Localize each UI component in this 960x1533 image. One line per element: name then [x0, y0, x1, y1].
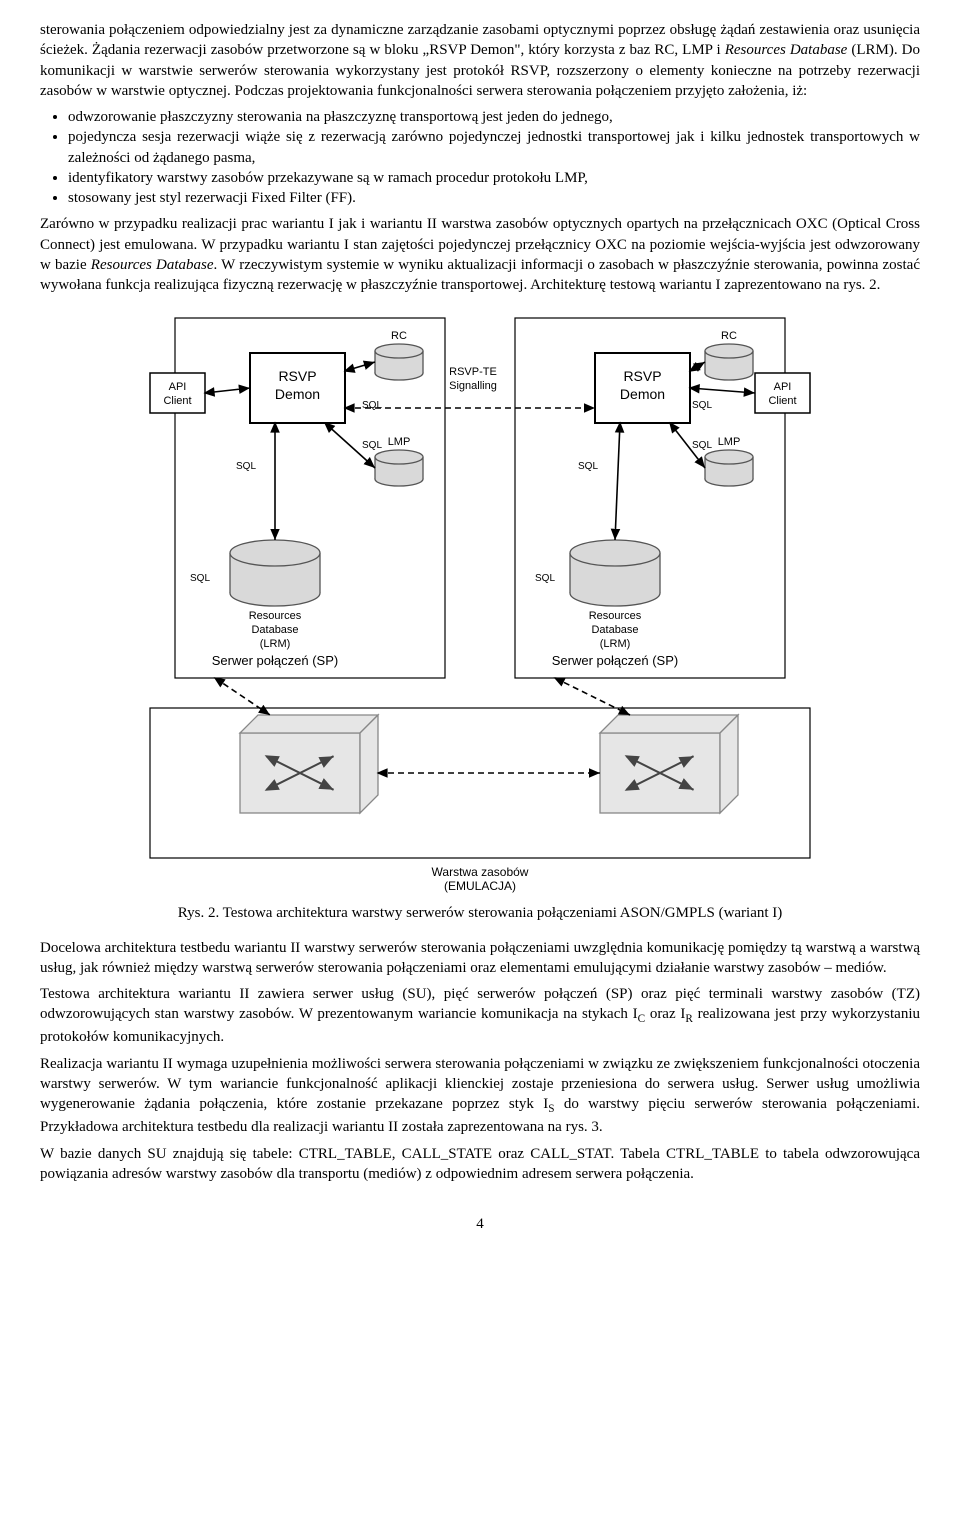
svg-text:(EMULACJA): (EMULACJA)	[444, 879, 516, 893]
svg-text:SQL: SQL	[578, 461, 598, 472]
text: oraz I	[645, 1006, 685, 1022]
svg-text:RC: RC	[721, 330, 737, 342]
svg-text:RC: RC	[391, 330, 407, 342]
svg-text:SQL: SQL	[535, 573, 555, 584]
svg-text:Database: Database	[591, 624, 638, 636]
svg-text:RSVP: RSVP	[278, 368, 316, 384]
svg-text:SQL: SQL	[190, 573, 210, 584]
paragraph-oxc: Zarówno w przypadku realizacji prac wari…	[40, 214, 920, 295]
assumptions-list: odwzorowanie płaszczyzny sterowania na p…	[40, 107, 920, 208]
list-item: stosowany jest styl rezerwacji Fixed Fil…	[68, 188, 920, 208]
svg-text:LMP: LMP	[388, 436, 411, 448]
italic-term: Resources Database	[91, 257, 214, 273]
svg-text:Client: Client	[163, 395, 191, 407]
list-item: pojedyncza sesja rezerwacji wiąże się z …	[68, 127, 920, 168]
svg-text:SQL: SQL	[362, 440, 382, 451]
figure-caption: Rys. 2. Testowa architektura warstwy ser…	[40, 903, 920, 923]
svg-text:API: API	[774, 381, 792, 393]
italic-term: Resources Database	[725, 42, 848, 58]
svg-text:Serwer połączeń (SP): Serwer połączeń (SP)	[212, 653, 338, 668]
svg-text:Demon: Demon	[275, 386, 320, 402]
list-item: odwzorowanie płaszczyzny sterowania na p…	[68, 107, 920, 127]
paragraph-variant2-test: Testowa architektura wariantu II zawiera…	[40, 984, 920, 1048]
figure-2: API Client API Client RSVP Demon RSVP Demon RC RC…	[40, 313, 920, 893]
svg-text:Demon: Demon	[620, 386, 665, 402]
svg-text:RSVP: RSVP	[623, 368, 661, 384]
svg-text:SQL: SQL	[236, 461, 256, 472]
svg-text:Database: Database	[251, 624, 298, 636]
subscript: C	[638, 1013, 646, 1025]
svg-text:SQL: SQL	[692, 400, 712, 411]
svg-text:SQL: SQL	[362, 400, 382, 411]
svg-text:Warstwa zasobów: Warstwa zasobów	[432, 865, 529, 879]
svg-text:Resources: Resources	[249, 610, 302, 622]
paragraph-variant2-arch: Docelowa architektura testbedu wariantu …	[40, 938, 920, 979]
svg-text:LMP: LMP	[718, 436, 741, 448]
paragraph-variant2-impl: Realizacja wariantu II wymaga uzupełnien…	[40, 1054, 920, 1138]
svg-text:RSVP-TE: RSVP-TE	[449, 366, 497, 378]
svg-text:(LRM): (LRM)	[260, 638, 291, 650]
paragraph-su-tables: W bazie danych SU znajdują się tabele: C…	[40, 1144, 920, 1185]
svg-text:API: API	[169, 381, 187, 393]
svg-text:Resources: Resources	[589, 610, 642, 622]
svg-text:(LRM): (LRM)	[600, 638, 631, 650]
svg-text:SQL: SQL	[692, 440, 712, 451]
svg-text:Serwer połączeń (SP): Serwer połączeń (SP)	[552, 653, 678, 668]
subscript: R	[685, 1013, 693, 1025]
svg-text:Client: Client	[768, 395, 796, 407]
svg-text:Signalling: Signalling	[449, 380, 497, 392]
paragraph-intro: sterowania połączeniem odpowiedzialny je…	[40, 20, 920, 101]
list-item: identyfikatory warstwy zasobów przekazyw…	[68, 168, 920, 188]
architecture-diagram: API Client API Client RSVP Demon RSVP Demon RC RC…	[130, 313, 830, 893]
page-number: 4	[40, 1214, 920, 1234]
